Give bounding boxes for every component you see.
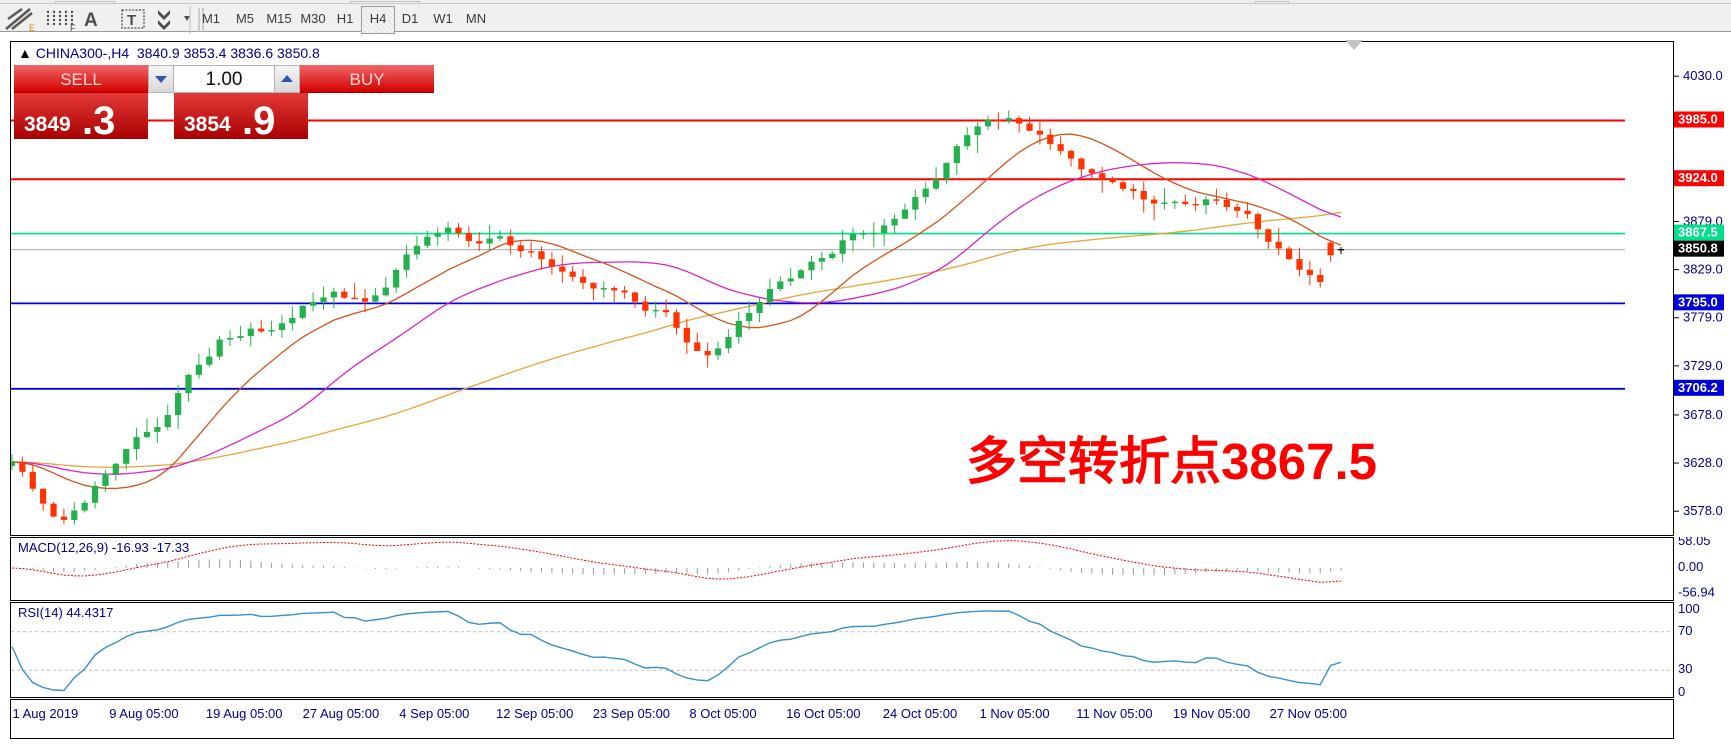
svg-text:11 Nov 05:00: 11 Nov 05:00 bbox=[1076, 706, 1152, 721]
svg-text:3578.0: 3578.0 bbox=[1683, 503, 1723, 518]
svg-text:19 Nov 05:00: 19 Nov 05:00 bbox=[1173, 706, 1250, 721]
svg-text:12 Sep 05:00: 12 Sep 05:00 bbox=[496, 706, 573, 721]
svg-text:0.00: 0.00 bbox=[1678, 559, 1703, 574]
svg-text:3924.0: 3924.0 bbox=[1678, 170, 1718, 185]
svg-text:1 Aug 2019: 1 Aug 2019 bbox=[13, 706, 79, 721]
svg-text:3628.0: 3628.0 bbox=[1683, 455, 1723, 470]
svg-text:16 Oct 05:00: 16 Oct 05:00 bbox=[786, 706, 860, 721]
svg-text:3795.0: 3795.0 bbox=[1678, 294, 1718, 309]
svg-text:58.05: 58.05 bbox=[1678, 537, 1711, 548]
svg-text:4 Sep 05:00: 4 Sep 05:00 bbox=[399, 706, 469, 721]
svg-text:9 Aug 05:00: 9 Aug 05:00 bbox=[109, 706, 178, 721]
svg-text:-56.94: -56.94 bbox=[1678, 585, 1715, 600]
svg-text:100: 100 bbox=[1678, 602, 1700, 616]
svg-text:27 Aug 05:00: 27 Aug 05:00 bbox=[303, 706, 380, 721]
svg-text:多空转折点3867.5: 多空转折点3867.5 bbox=[966, 433, 1377, 490]
svg-text:3729.0: 3729.0 bbox=[1683, 358, 1723, 373]
svg-text:24 Oct 05:00: 24 Oct 05:00 bbox=[883, 706, 957, 721]
svg-text:19 Aug 05:00: 19 Aug 05:00 bbox=[206, 706, 283, 721]
svg-text:23 Sep 05:00: 23 Sep 05:00 bbox=[593, 706, 670, 721]
svg-text:3829.0: 3829.0 bbox=[1683, 262, 1723, 277]
svg-text:3678.0: 3678.0 bbox=[1683, 407, 1723, 422]
svg-text:27 Nov 05:00: 27 Nov 05:00 bbox=[1270, 706, 1347, 721]
svg-text:3779.0: 3779.0 bbox=[1683, 310, 1723, 325]
svg-text:3850.8: 3850.8 bbox=[1678, 241, 1718, 256]
svg-text:0: 0 bbox=[1678, 684, 1685, 698]
svg-text:1 Nov 05:00: 1 Nov 05:00 bbox=[980, 706, 1050, 721]
svg-text:30: 30 bbox=[1678, 661, 1692, 676]
svg-text:3985.0: 3985.0 bbox=[1678, 111, 1718, 126]
svg-text:3706.2: 3706.2 bbox=[1678, 380, 1718, 395]
svg-text:4030.0: 4030.0 bbox=[1683, 68, 1723, 83]
svg-text:70: 70 bbox=[1678, 623, 1692, 638]
svg-text:8 Oct 05:00: 8 Oct 05:00 bbox=[689, 706, 756, 721]
svg-text:3867.5: 3867.5 bbox=[1678, 225, 1718, 240]
